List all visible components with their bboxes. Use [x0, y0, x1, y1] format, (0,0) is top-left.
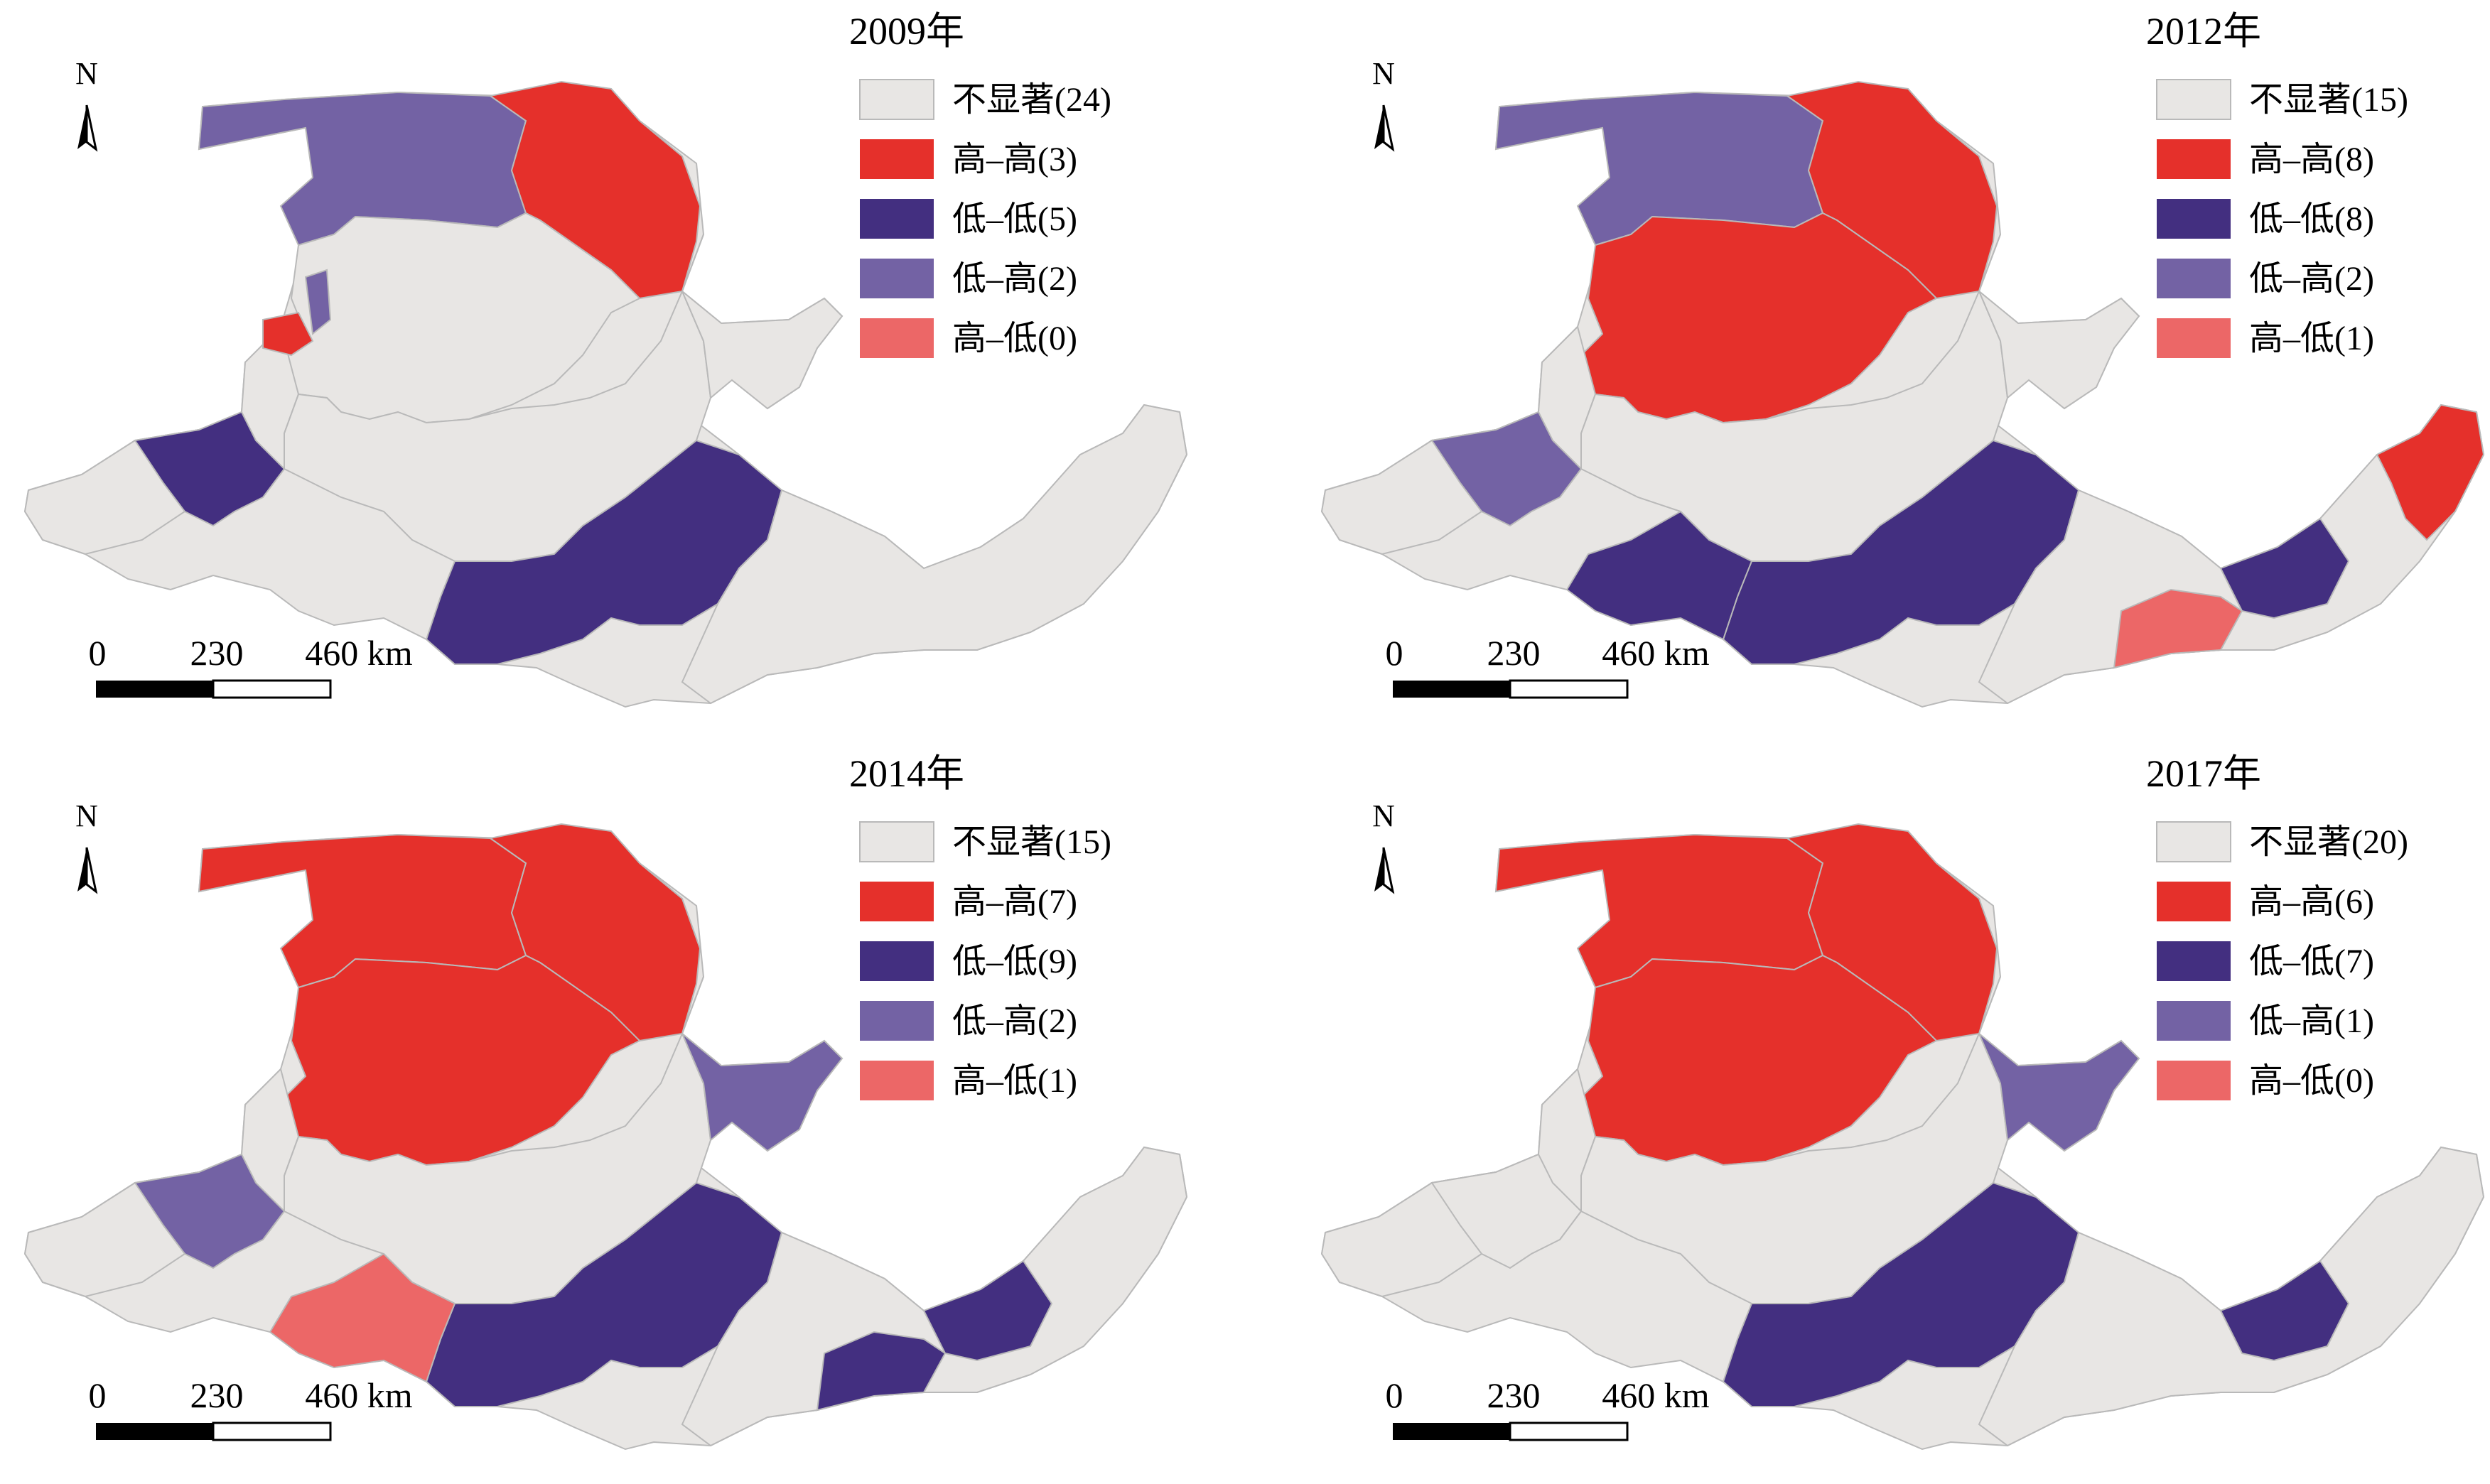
scale-label-460: 460 km	[1602, 633, 1710, 673]
legend-high-high: 高–高(7)	[952, 883, 1077, 921]
north-arrow: N	[75, 798, 98, 893]
north-arrow: N	[75, 56, 98, 151]
legend: 2012年 不显著(15) 高–高(8) 低–低(8) 低–高(2) 高–低(1…	[2146, 10, 2408, 358]
map-title: 2009年	[849, 10, 964, 53]
scale-label-230: 230	[190, 633, 244, 673]
map-panel-2017: N 0 230 460 km 2017年 不显著(20) 高–高(6) 低–低(…	[1321, 752, 2484, 1450]
region-small-purple	[304, 269, 332, 335]
legend-high-high: 高–高(3)	[952, 141, 1077, 178]
map-panel-2012: N 0 230 460 km 2012年 不显著(15) 高–高(8) 低–低(…	[1321, 10, 2484, 708]
region-east	[681, 1147, 1187, 1446]
legend-high-low: 高–低(0)	[2249, 1062, 2374, 1100]
map-title: 2014年	[849, 752, 964, 795]
north-label: N	[75, 56, 98, 91]
region-small-red	[262, 311, 314, 357]
region-east	[681, 404, 1187, 704]
legend: 2009年 不显著(24) 高–高(3) 低–低(5) 低–高(2) 高–低(0…	[849, 10, 1111, 358]
legend-high-low: 高–低(1)	[952, 1062, 1077, 1100]
scale-label-460: 460 km	[305, 633, 413, 673]
scale-label-460: 460 km	[1602, 1375, 1710, 1415]
legend-not-significant: 不显著(24)	[952, 81, 1111, 119]
north-arrow: N	[1372, 56, 1395, 151]
legend-low-low: 低–低(7)	[2249, 943, 2374, 980]
scale-bar: 0 230 460 km	[1386, 1375, 1710, 1441]
map-panel-2014: N 0 230 460 km 2014年 不显著(15) 高–高(7) 低–低(…	[24, 752, 1187, 1450]
scale-bar: 0 230 460 km	[89, 1375, 413, 1441]
map-panel-2009: N 0 230 460 km 2009年 不显著(24) 高–高(3) 低–低(…	[24, 10, 1187, 708]
map-regions	[24, 81, 1187, 708]
region-east	[1978, 1147, 2484, 1446]
legend-low-high: 低–高(2)	[2249, 260, 2374, 298]
scale-label-460: 460 km	[305, 1375, 413, 1415]
legend-high-low: 高–低(0)	[952, 320, 1077, 357]
scale-label-0: 0	[89, 1375, 107, 1415]
scale-bar: 0 230 460 km	[1386, 633, 1710, 699]
scale-label-0: 0	[1386, 1375, 1403, 1415]
north-label: N	[1372, 798, 1395, 833]
scale-label-0: 0	[89, 633, 107, 673]
legend-low-low: 低–低(5)	[952, 200, 1077, 238]
legend-low-low: 低–低(9)	[952, 943, 1077, 980]
legend-not-significant: 不显著(15)	[952, 823, 1111, 861]
map-title: 2017年	[2146, 752, 2261, 795]
north-label: N	[75, 798, 98, 833]
legend-low-low: 低–低(8)	[2249, 200, 2374, 238]
scale-label-230: 230	[1487, 633, 1541, 673]
legend-high-low: 高–低(1)	[2249, 320, 2374, 357]
scale-label-0: 0	[1386, 633, 1403, 673]
legend-high-high: 高–高(6)	[2249, 883, 2374, 921]
legend: 2017年 不显著(20) 高–高(6) 低–低(7) 低–高(1) 高–低(0…	[2146, 752, 2408, 1100]
legend-low-high: 低–高(2)	[952, 1002, 1077, 1040]
legend-not-significant: 不显著(20)	[2249, 823, 2408, 861]
scale-bar: 0 230 460 km	[89, 633, 413, 699]
legend-not-significant: 不显著(15)	[2249, 81, 2408, 119]
map-title: 2012年	[2146, 10, 2261, 53]
legend-low-high: 低–高(2)	[952, 260, 1077, 298]
legend-low-high: 低–高(1)	[2249, 1002, 2374, 1040]
scale-label-230: 230	[1487, 1375, 1541, 1415]
north-label: N	[1372, 56, 1395, 91]
legend-high-high: 高–高(8)	[2249, 141, 2374, 178]
legend: 2014年 不显著(15) 高–高(7) 低–低(9) 低–高(2) 高–低(1…	[849, 752, 1111, 1100]
north-arrow: N	[1372, 798, 1395, 893]
scale-label-230: 230	[190, 1375, 244, 1415]
